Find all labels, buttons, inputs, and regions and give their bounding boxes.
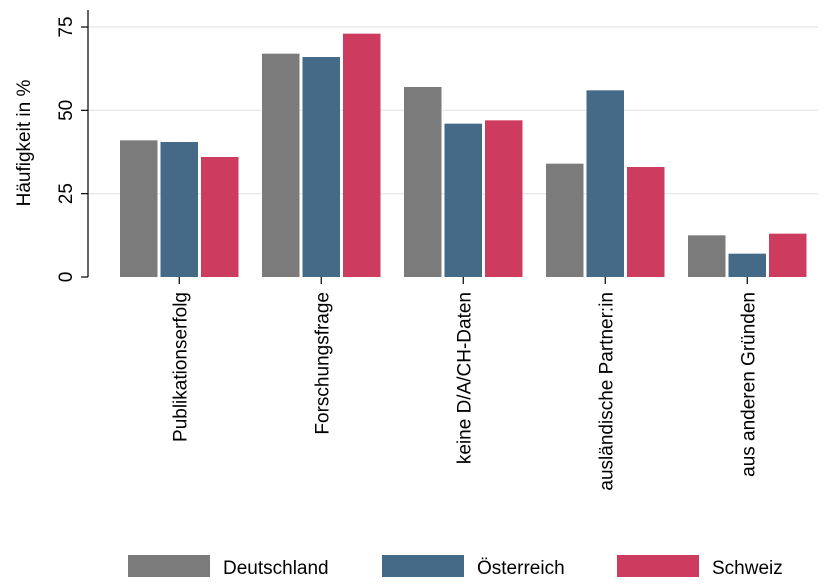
bar-deutschland-1 — [120, 140, 158, 277]
legend-swatch-schweiz — [617, 555, 699, 577]
legend-label-schweiz: Schweiz — [712, 558, 783, 579]
y-tick-label: 0 — [56, 272, 77, 283]
bar-schweiz-2 — [343, 33, 381, 277]
bar-deutschland-2 — [262, 53, 300, 277]
category-label: aus anderen Gründen — [738, 292, 759, 477]
bar-österreich-3 — [444, 123, 482, 278]
axes: 0 25 50 75 Publikationserfolg Forschungsfrage… — [56, 10, 759, 491]
bar-österreich-2 — [302, 57, 340, 277]
category-label: ausländische Partner:in — [596, 292, 617, 491]
category-label: Forschungsfrage — [312, 292, 333, 435]
y-axis-title: Häufigkeit in % — [14, 80, 35, 207]
bar-schweiz-5 — [769, 233, 807, 277]
bar-schweiz-4 — [627, 167, 665, 277]
bar-deutschland-4 — [546, 163, 584, 277]
bar-schweiz-1 — [201, 157, 239, 277]
y-tick-label: 50 — [56, 100, 77, 121]
bar-österreich-1 — [160, 142, 198, 277]
legend-swatch-österreich — [382, 555, 464, 577]
category-label: keine D/A/CH-Daten — [454, 292, 475, 464]
legend-label-österreich: Österreich — [477, 558, 565, 579]
bar-deutschland-3 — [404, 87, 442, 277]
bars — [120, 33, 807, 278]
bar-österreich-4 — [586, 90, 624, 277]
legend: Deutschland Österreich Schweiz — [128, 555, 783, 579]
bar-deutschland-5 — [688, 235, 726, 277]
bar-schweiz-3 — [485, 120, 523, 277]
y-tick-label: 25 — [56, 183, 77, 204]
bar-österreich-5 — [728, 253, 766, 277]
legend-label-deutschland: Deutschland — [223, 558, 329, 579]
legend-swatch-deutschland — [128, 555, 210, 577]
category-label: Publikationserfolg — [170, 292, 191, 442]
y-tick-label: 75 — [56, 16, 77, 37]
